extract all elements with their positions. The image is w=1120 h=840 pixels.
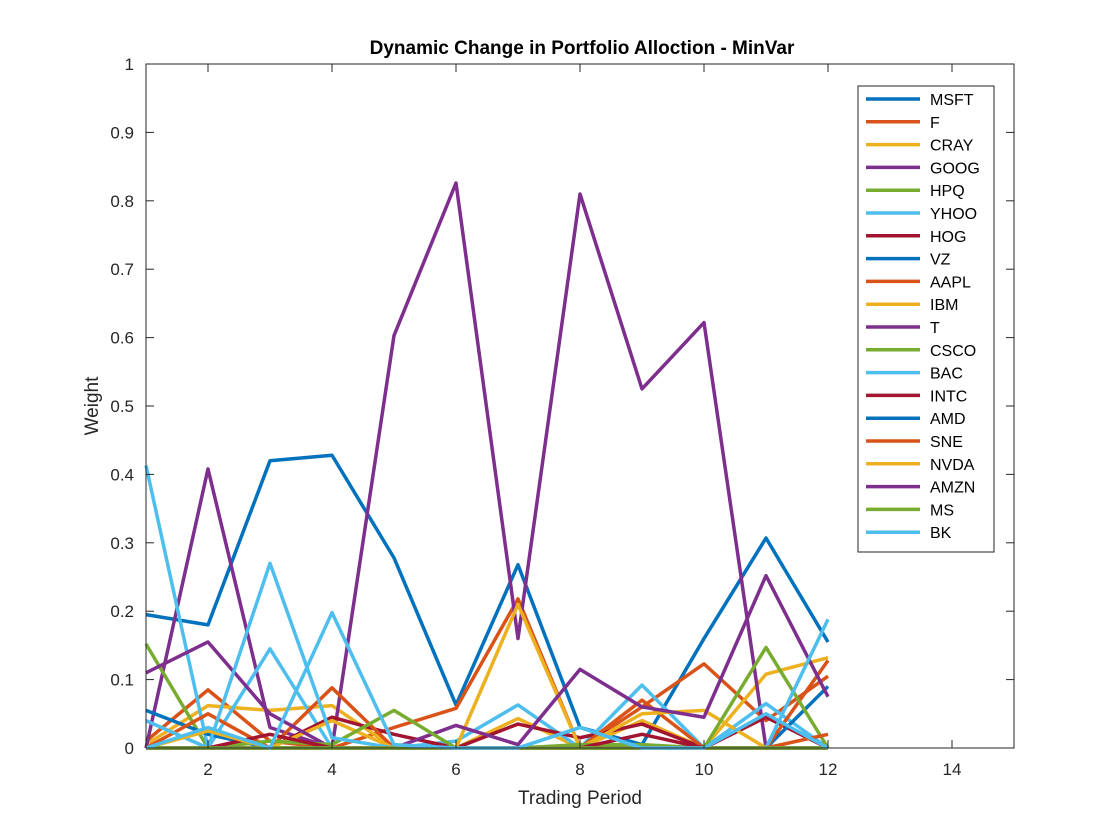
x-tick-label: 2 bbox=[203, 760, 212, 779]
y-tick-label: 0.3 bbox=[110, 534, 134, 553]
series-line-msft bbox=[145, 453, 830, 747]
legend-label-csco: CSCO bbox=[930, 343, 976, 360]
x-tick-label: 12 bbox=[819, 760, 838, 779]
x-tick-label: 14 bbox=[943, 760, 962, 779]
y-tick-label: 0.8 bbox=[110, 192, 134, 211]
legend-label-f: F bbox=[930, 115, 940, 132]
legend-label-goog: GOOG bbox=[930, 160, 980, 177]
legend-label-ms: MS bbox=[930, 502, 954, 519]
y-tick-label: 0.1 bbox=[110, 671, 134, 690]
legend-box bbox=[857, 85, 995, 553]
y-axis-label: Weight bbox=[82, 376, 103, 436]
x-tick-label: 6 bbox=[451, 760, 460, 779]
legend-label-yhoo: YHOO bbox=[930, 206, 977, 223]
x-axis-label: Trading Period bbox=[518, 788, 642, 809]
legend: MSFT F CRAY GOOG HPQ YHOO HOG VZ AAPL IBM T CSCO BAC… bbox=[857, 85, 995, 553]
legend-label-sne: SNE bbox=[930, 434, 963, 451]
legend-label-hpq: HPQ bbox=[930, 183, 965, 200]
legend-label-aapl: AAPL bbox=[930, 274, 971, 291]
y-tick-label: 0.6 bbox=[110, 329, 134, 348]
legend-label-msft: MSFT bbox=[930, 92, 974, 109]
legend-label-t: T bbox=[930, 320, 940, 337]
y-tick-label: 0.7 bbox=[110, 260, 134, 279]
y-tick-label: 0.2 bbox=[110, 602, 134, 621]
series-line-t bbox=[145, 573, 830, 750]
legend-label-bk: BK bbox=[930, 525, 952, 542]
y-tick-label: 0.4 bbox=[110, 465, 134, 484]
y-tick-label: 0.9 bbox=[110, 123, 134, 142]
x-tick-label: 4 bbox=[327, 760, 336, 779]
legend-label-nvda: NVDA bbox=[930, 457, 975, 474]
y-tick-label: 0 bbox=[125, 739, 134, 758]
legend-label-cray: CRAY bbox=[930, 138, 974, 155]
legend-label-amd: AMD bbox=[930, 411, 966, 428]
x-tick-label: 10 bbox=[695, 760, 714, 779]
plot-area: 2 4 6 8 10 12 14 0 0.1 0.2 0.3 0.4 0.5 0.6 0.7 0.8 0.9 1 bbox=[110, 55, 1015, 779]
legend-label-amzn: AMZN bbox=[930, 480, 975, 497]
legend-label-bac: BAC bbox=[930, 366, 963, 383]
y-tick-label: 1 bbox=[125, 55, 134, 74]
series-line-goog bbox=[144, 181, 828, 750]
y-tick-label: 0.5 bbox=[110, 397, 134, 416]
legend-label-hog: HOG bbox=[930, 229, 966, 246]
legend-label-ibm: IBM bbox=[930, 297, 958, 314]
legend-label-vz: VZ bbox=[930, 252, 951, 269]
x-tick-label: 8 bbox=[575, 760, 584, 779]
legend-label-intc: INTC bbox=[930, 388, 967, 405]
chart-title: Dynamic Change in Portfolio Alloction - … bbox=[370, 38, 795, 59]
series-line-f bbox=[144, 597, 830, 750]
